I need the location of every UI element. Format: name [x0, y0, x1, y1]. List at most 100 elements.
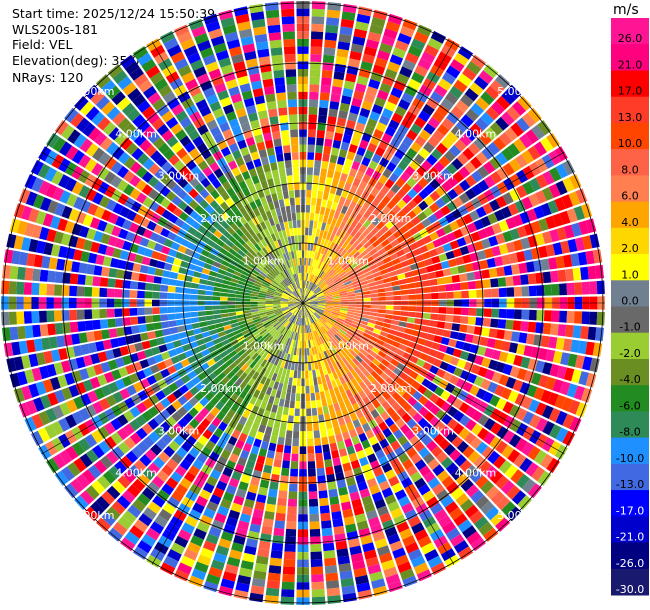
ppi-gate	[329, 209, 336, 218]
ppi-gate	[422, 103, 435, 116]
ppi-gate	[514, 199, 526, 213]
ppi-gate	[212, 487, 225, 498]
ppi-gate	[280, 254, 286, 262]
ppi-gate	[178, 429, 190, 441]
ppi-gate	[243, 243, 251, 251]
ppi-gate	[399, 25, 415, 38]
ppi-gate	[349, 237, 357, 246]
ppi-gate	[455, 217, 467, 228]
ppi-gate	[314, 160, 322, 169]
ppi-gate	[249, 360, 257, 369]
ppi-gate	[260, 359, 268, 368]
ppi-gate	[501, 90, 516, 105]
ppi-gate	[296, 281, 300, 289]
colorbar-swatch	[611, 359, 649, 386]
ppi-gate	[197, 554, 212, 566]
ppi-gate	[348, 428, 358, 438]
colorbar: 26.021.017.013.010.08.06.04.02.01.00.0-1…	[611, 18, 649, 596]
ppi-gate	[94, 460, 108, 474]
ppi-gate	[528, 285, 537, 297]
ppi-gate	[90, 353, 101, 365]
ppi-gate	[311, 347, 316, 355]
ppi-gate	[92, 319, 101, 330]
ppi-gate	[329, 270, 336, 277]
ppi-gate	[78, 407, 91, 421]
ppi-gate	[96, 517, 111, 532]
ppi-gate	[167, 44, 182, 57]
ppi-gate	[248, 412, 257, 422]
ppi-gate	[404, 429, 416, 441]
ppi-gate	[271, 330, 279, 338]
ppi-gate	[533, 449, 547, 465]
ppi-gate	[324, 291, 332, 296]
ppi-gate	[269, 285, 277, 290]
ppi-gate	[316, 399, 322, 408]
ppi-gate	[320, 246, 326, 255]
ppi-gate	[125, 450, 139, 464]
ppi-gate	[498, 308, 507, 319]
ppi-gate	[303, 300, 311, 303]
ppi-gate	[352, 283, 361, 288]
ppi-gate	[250, 293, 259, 297]
ppi-gate	[438, 438, 451, 451]
ppi-gate	[436, 368, 446, 379]
ppi-gate	[257, 297, 266, 300]
ppi-gate	[283, 320, 290, 327]
ppi-gate	[278, 367, 284, 376]
ppi-gate	[477, 179, 490, 192]
ppi-gate	[245, 318, 254, 323]
ppi-gate	[434, 386, 445, 397]
ppi-gate	[473, 455, 487, 469]
ppi-gate	[338, 563, 352, 573]
azimuth-spoke	[302, 302, 455, 565]
ppi-gate	[275, 374, 282, 383]
ppi-gate	[321, 286, 329, 292]
ppi-gate	[345, 207, 354, 217]
ppi-gate	[282, 292, 290, 297]
ppi-gate	[271, 224, 278, 234]
ppi-gate	[400, 424, 411, 435]
ppi-gate	[470, 156, 483, 169]
ppi-gate	[377, 309, 386, 314]
ppi-gate	[142, 436, 155, 448]
ppi-gate	[427, 326, 437, 335]
ppi-gate	[253, 253, 262, 262]
ppi-gate	[484, 347, 494, 358]
ppi-gate	[531, 124, 545, 140]
ppi-gate	[78, 368, 90, 381]
ppi-gate	[310, 297, 318, 301]
ppi-gate	[267, 178, 275, 187]
ppi-gate	[187, 370, 197, 380]
ppi-gate	[280, 305, 289, 307]
ppi-gate	[386, 189, 396, 200]
ppi-gate	[338, 486, 349, 496]
ppi-gate	[367, 31, 382, 43]
ppi-gate	[273, 216, 280, 225]
ppi-gate	[467, 142, 481, 156]
ppi-gate	[285, 69, 297, 78]
ppi-gate	[24, 174, 37, 190]
ppi-gate	[375, 243, 384, 252]
ppi-gate	[231, 53, 244, 64]
ppi-gate	[252, 363, 260, 372]
ppi-gate	[401, 502, 414, 514]
ppi-gate	[312, 275, 318, 284]
ppi-gate	[167, 292, 175, 300]
ppi-gate	[406, 418, 417, 429]
ppi-gate	[285, 345, 290, 354]
ppi-gate	[462, 445, 475, 459]
ppi-gate	[250, 296, 259, 300]
ppi-gate	[536, 310, 545, 321]
ppi-gate	[276, 505, 287, 514]
ppi-gate	[342, 87, 354, 98]
ppi-gate	[18, 340, 29, 355]
ppi-gate	[194, 265, 204, 273]
ppi-gate	[112, 391, 124, 404]
ppi-gate	[340, 249, 347, 257]
ppi-gate	[296, 347, 300, 356]
ppi-gate	[316, 129, 325, 139]
ppi-gate	[267, 226, 274, 235]
ppi-gate	[358, 390, 367, 400]
ppi-gate	[449, 59, 465, 73]
ppi-gate	[542, 421, 555, 436]
